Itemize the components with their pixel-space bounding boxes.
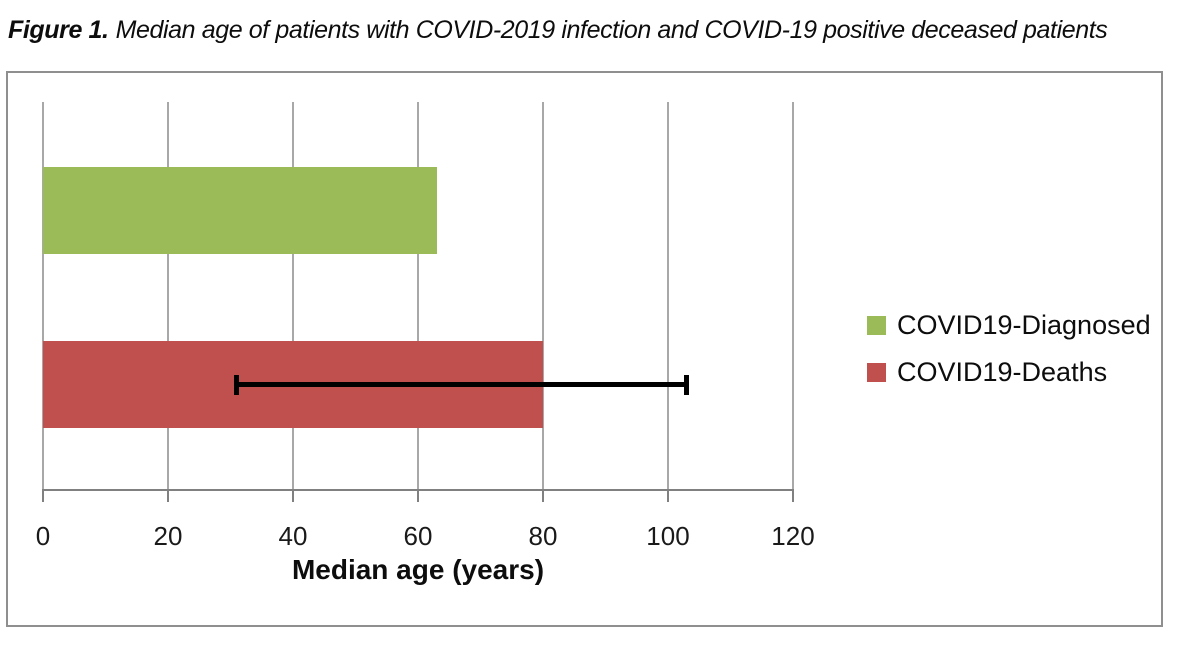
x-axis-title: Median age (years) <box>291 554 545 585</box>
gridline <box>667 102 669 490</box>
error-bar-cap-left <box>234 374 240 395</box>
figure-caption: Figure 1. Median age of patients with COV… <box>8 16 1188 45</box>
x-axis-line <box>42 489 794 491</box>
legend-item: COVID19-Diagnosed <box>867 309 1151 340</box>
x-tick-label: 0 <box>35 521 51 551</box>
gridline <box>417 102 419 490</box>
axis-tick-mark <box>292 490 294 502</box>
figure-caption-text: Median age of patients with COVID-2019 i… <box>115 16 1108 44</box>
legend-swatch <box>867 362 886 382</box>
gridline <box>42 102 44 490</box>
error-bar-line <box>236 382 687 387</box>
x-tick-label: 100 <box>646 521 690 551</box>
legend: COVID19-Diagnosed COVID19-Deaths <box>867 309 1151 387</box>
axis-tick-mark <box>542 490 544 502</box>
legend-item: COVID19-Deaths <box>867 356 1151 387</box>
axis-tick-mark <box>167 490 169 502</box>
x-tick-label: 80 <box>528 521 558 551</box>
axis-tick-mark <box>667 490 669 502</box>
axis-tick-mark <box>417 490 419 502</box>
axis-tick-mark <box>42 490 44 502</box>
figure-caption-label: Figure 1. <box>8 16 109 44</box>
x-tick-label: 40 <box>278 521 308 551</box>
error-bar-cap-right <box>684 374 690 395</box>
legend-swatch <box>867 315 886 335</box>
x-tick-label: 20 <box>153 521 183 551</box>
legend-label: COVID19-Deaths <box>897 356 1108 387</box>
axis-tick-mark <box>792 490 794 502</box>
gridline <box>792 102 794 490</box>
legend-label: COVID19-Diagnosed <box>897 309 1151 340</box>
bar-covid19-diagnosed <box>43 167 437 254</box>
x-tick-label: 120 <box>771 521 815 551</box>
gridline <box>542 102 544 490</box>
gridline <box>167 102 169 490</box>
chart-frame: Median age (years) COVID19-Diagnosed COVI… <box>6 71 1163 627</box>
gridline <box>292 102 294 490</box>
x-tick-label: 60 <box>403 521 433 551</box>
